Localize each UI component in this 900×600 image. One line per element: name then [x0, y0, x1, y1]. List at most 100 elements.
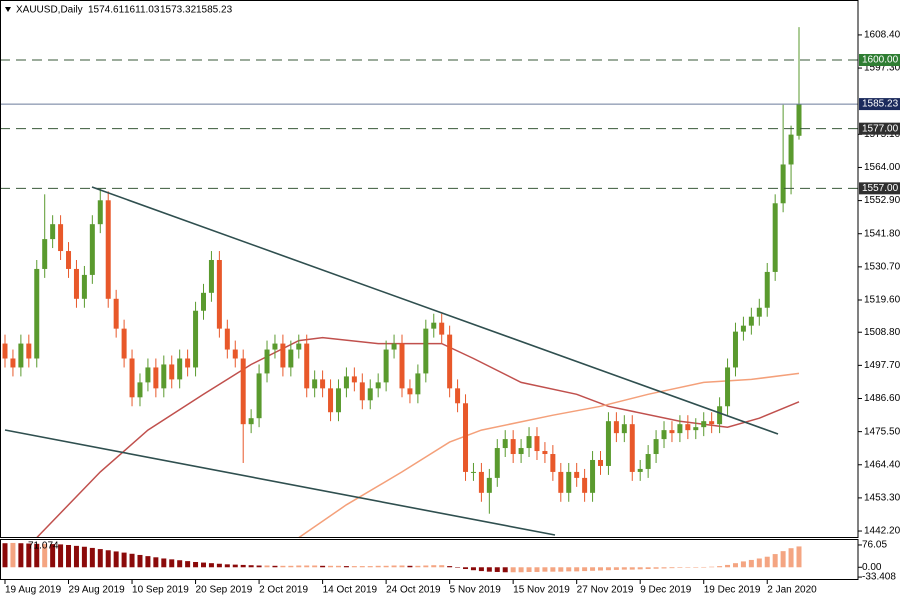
oscillator-bar: [351, 566, 357, 568]
oscillator-bar: [296, 565, 302, 568]
candle-body: [161, 364, 167, 389]
oscillator-pane: [2, 542, 802, 573]
oscillator-bar: [542, 567, 548, 572]
candle-body: [50, 224, 56, 240]
oscillator-bar: [629, 567, 635, 570]
oscillator-bar: [598, 567, 603, 571]
axes: 1442.20 1453.30 1464.40 1475.50 1486.60 1497.…: [4, 30, 900, 596]
collapse-arrow[interactable]: [5, 7, 11, 12]
osc-tick-label: 76.05: [862, 540, 887, 551]
y-tick-label: 1564.00: [864, 162, 900, 173]
candle-body: [470, 471, 476, 473]
candle-body: [272, 343, 278, 350]
candle-body: [97, 200, 103, 225]
oscillator-value: 71.074: [28, 541, 59, 552]
oscillator-bar: [304, 565, 310, 568]
oscillator-bar: [256, 565, 262, 568]
candle-body: [621, 424, 627, 434]
oscillator-bar: [582, 567, 588, 572]
candle-body: [296, 343, 302, 350]
oscillator-bar: [153, 557, 159, 568]
oscillator-bar: [669, 567, 675, 569]
oscillator-bar: [693, 567, 699, 568]
y-tick-label: 1442.20: [864, 526, 900, 537]
oscillator-bar: [335, 565, 341, 568]
price-frame: [0, 0, 859, 538]
oscillator-bar: [359, 566, 365, 568]
oscillator-bar: [272, 565, 278, 568]
x-tick-label: 29 Aug 2019: [69, 585, 126, 596]
candle-body: [399, 343, 405, 389]
candle-body: [73, 268, 79, 299]
symbol: XAUUSD,Daily: [16, 5, 83, 16]
oscillator-bar: [391, 565, 397, 568]
oscillator-bar: [224, 564, 230, 568]
candle-body: [177, 358, 183, 380]
oscillator-bar: [129, 553, 135, 568]
ohlc-low: 1573.32: [160, 5, 197, 16]
candle-body: [137, 382, 143, 398]
oscillator-bar: [328, 565, 334, 568]
oscillator-bar: [685, 567, 691, 568]
y-tick-label: 1486.60: [864, 393, 900, 404]
moving-average: [298, 372, 800, 539]
oscillator-bar: [431, 565, 437, 568]
candle-body: [542, 451, 548, 455]
oscillator-bar: [105, 550, 111, 568]
oscillator-bar: [407, 565, 413, 568]
oscillator-bar: [621, 567, 627, 570]
candle-body: [89, 224, 95, 275]
oscillator-bar: [367, 566, 373, 568]
candle-body: [391, 343, 397, 350]
candle-body: [359, 382, 365, 401]
oscillator-bar: [423, 565, 429, 568]
oscillator-bar: [34, 543, 40, 568]
oscillator-bar: [526, 567, 532, 572]
oscillator-bar: [2, 543, 8, 568]
oscillator-bar: [185, 561, 191, 568]
oscillator-bar: [756, 558, 762, 568]
y-tick-label: 1497.70: [864, 360, 900, 371]
x-tick-label: 19 Dec 2019: [704, 585, 761, 596]
oscillator-bar: [89, 547, 95, 568]
candle-body: [447, 334, 453, 389]
candle-body: [264, 349, 270, 374]
candle-body: [18, 343, 24, 368]
oscillator-bar: [58, 544, 64, 568]
oscillator-bar: [177, 560, 183, 568]
candle-body: [693, 427, 699, 431]
candle-body: [629, 424, 635, 472]
ohlc-open: 1574.61: [88, 5, 125, 16]
candle-body: [415, 373, 421, 395]
candle-body: [772, 203, 778, 272]
oscillator-bar: [574, 567, 580, 572]
oscillator-bar: [590, 567, 596, 571]
oscillator-bar: [320, 565, 326, 568]
price-tag: [859, 98, 900, 111]
candle-body: [582, 477, 588, 493]
oscillator-bar: [645, 567, 651, 570]
oscillator-bar: [510, 567, 516, 573]
candle-body: [558, 471, 564, 493]
oscillator-bar: [677, 567, 683, 568]
oscillator-bar: [740, 561, 746, 568]
candle-body: [590, 459, 596, 493]
candle-body: [335, 388, 341, 413]
oscillator-bar: [288, 565, 294, 568]
candle-body: [105, 200, 111, 299]
candle-body: [598, 459, 603, 466]
candle-body: [121, 328, 127, 359]
oscillator-bar: [50, 544, 56, 568]
oscillator-bar: [42, 543, 48, 568]
oscillator-bar: [169, 559, 175, 568]
x-tick-label: 24 Oct 2019: [386, 585, 441, 596]
oscillator-bar: [661, 567, 667, 569]
price-tag-label: 1600.00: [862, 55, 899, 66]
candle-body: [185, 358, 191, 368]
candle-body: [201, 292, 206, 311]
x-tick-label: 27 Nov 2019: [577, 585, 634, 596]
candle-body: [653, 439, 659, 455]
x-tick-label: 2 Oct 2019: [259, 585, 308, 596]
oscillator-bar: [566, 567, 572, 572]
